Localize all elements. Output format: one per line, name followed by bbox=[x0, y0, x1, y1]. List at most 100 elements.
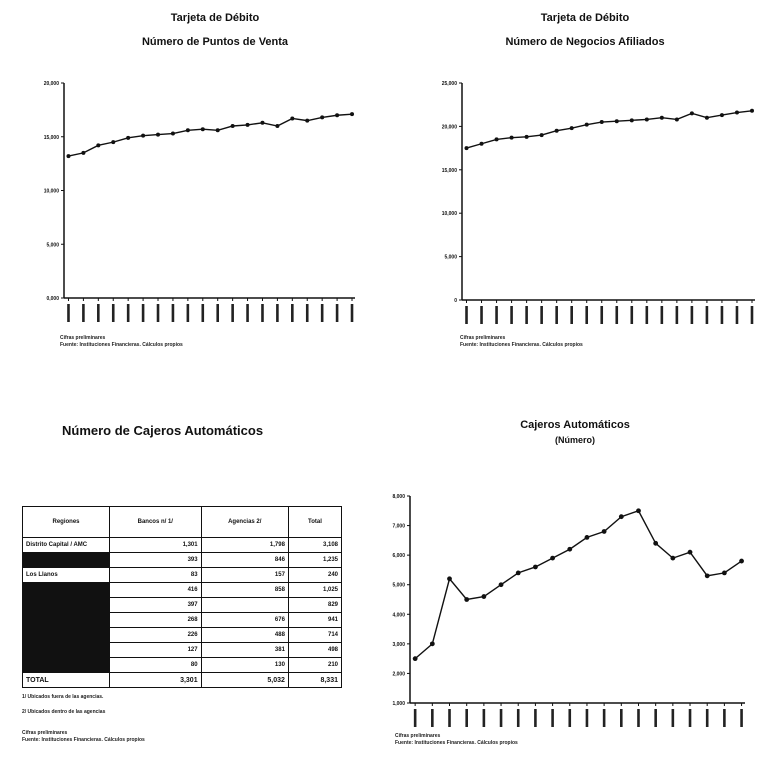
data-point bbox=[335, 113, 340, 118]
y-tick-label: 5,000 bbox=[392, 583, 405, 589]
data-point bbox=[599, 120, 604, 125]
x-tick-label-mark bbox=[246, 304, 249, 322]
data-point bbox=[550, 555, 555, 561]
table-cell-value: 676 bbox=[200, 612, 289, 628]
x-tick-label-mark bbox=[720, 306, 724, 324]
data-point bbox=[509, 135, 514, 140]
x-tick-label-mark bbox=[111, 304, 115, 322]
table-total-row: TOTAL 3,301 5,032 8,331 bbox=[22, 672, 343, 688]
table-row: Los Llanos 83 157 240 bbox=[22, 567, 343, 583]
data-point bbox=[481, 594, 487, 599]
data-point bbox=[533, 564, 538, 570]
x-tick-label-mark bbox=[465, 709, 468, 727]
y-tick-label: 5,000 bbox=[46, 242, 59, 248]
x-tick-label-mark bbox=[750, 306, 754, 324]
table-cell-value: 5,032 bbox=[200, 672, 289, 688]
chart-subtitle: Número de Puntos de Venta bbox=[141, 36, 289, 48]
x-tick-label-mark bbox=[413, 709, 417, 727]
table-cell-value: 1,301 bbox=[109, 537, 202, 553]
table-title: Número de Cajeros Automáticos bbox=[62, 423, 264, 438]
data-point bbox=[412, 656, 418, 662]
table-cell-value: 210 bbox=[287, 657, 343, 673]
x-tick-label-mark bbox=[585, 709, 589, 727]
data-point bbox=[245, 122, 250, 127]
chart-source: Fuente: Instituciones Financieras. Cálcu… bbox=[60, 342, 183, 348]
x-tick-label-mark bbox=[126, 304, 130, 322]
data-point bbox=[305, 118, 310, 123]
chart-cajeros-panel: Cajeros Automáticos (Número) 8,000 7,000 6… bbox=[390, 415, 760, 755]
chart-note: Cifras preliminares bbox=[60, 335, 106, 341]
x-tick-label-mark bbox=[620, 709, 623, 727]
data-point bbox=[539, 133, 544, 138]
x-tick-label-mark bbox=[495, 306, 498, 324]
x-tick-label-mark bbox=[671, 709, 675, 727]
data-point bbox=[734, 110, 739, 115]
data-point bbox=[320, 115, 325, 120]
table-row: 226 488 714 bbox=[22, 627, 343, 643]
data-point bbox=[156, 132, 161, 137]
data-point bbox=[719, 113, 724, 118]
line-chart-negocios: 25,000 20,000 15,000 10,000 5,000 0 bbox=[442, 81, 755, 324]
table-footnote: 1/ Ubicados fuera de las agencias. bbox=[22, 694, 104, 700]
y-tick-label: 2,000 bbox=[392, 671, 405, 677]
data-point bbox=[644, 117, 649, 122]
y-tick-label: 8,000 bbox=[392, 494, 405, 500]
data-point bbox=[81, 150, 86, 155]
y-tick-label: 20,000 bbox=[442, 124, 458, 130]
data-point bbox=[704, 115, 709, 120]
table-cell-value: 488 bbox=[200, 627, 289, 643]
table-cell-value: 130 bbox=[200, 657, 289, 673]
y-tick-label: 0 bbox=[454, 298, 457, 304]
x-tick-label-mark bbox=[555, 306, 558, 324]
x-tick-label-mark bbox=[602, 709, 606, 727]
x-tick-label-mark bbox=[156, 304, 160, 322]
x-tick-label-mark bbox=[335, 304, 339, 322]
x-tick-label-mark bbox=[568, 709, 572, 727]
x-tick-label-mark bbox=[82, 304, 85, 322]
data-point bbox=[687, 549, 693, 555]
series-line bbox=[466, 110, 753, 149]
y-tick-label: 15,000 bbox=[44, 135, 60, 141]
data-point bbox=[447, 576, 452, 582]
table-cell-value: 80 bbox=[109, 657, 202, 673]
x-tick-label-mark bbox=[654, 709, 657, 727]
y-tick-label: 4,000 bbox=[392, 612, 405, 618]
cajeros-table: Regiones Bancos n/ 1/ Agencias 2/ Total … bbox=[22, 506, 343, 688]
x-tick-label-mark bbox=[499, 709, 503, 727]
data-point bbox=[704, 573, 710, 579]
x-tick-label-mark bbox=[705, 306, 709, 324]
table-cell-region bbox=[22, 612, 110, 628]
y-tick-label: 5,000 bbox=[444, 255, 457, 261]
data-point bbox=[601, 529, 607, 534]
column-header: Agencias 2/ bbox=[200, 506, 289, 538]
y-tick-label: 20,000 bbox=[44, 81, 60, 87]
data-point bbox=[111, 140, 116, 145]
y-tick-label: 25,000 bbox=[442, 81, 458, 87]
data-point bbox=[464, 597, 470, 602]
x-tick-label-mark bbox=[735, 306, 739, 324]
table-header-row: Regiones Bancos n/ 1/ Agencias 2/ Total bbox=[22, 506, 343, 538]
table-row: Distrito Capital / AMC 1,301 1,798 3,108 bbox=[22, 537, 343, 553]
x-tick-label-mark bbox=[261, 304, 264, 322]
data-point bbox=[290, 116, 295, 121]
x-tick-label-mark bbox=[320, 304, 324, 322]
column-header: Total bbox=[287, 506, 343, 538]
x-tick-label-mark bbox=[534, 709, 537, 727]
data-point bbox=[215, 128, 220, 133]
x-tick-label-mark bbox=[482, 709, 486, 727]
chart-title: Tarjeta de Débito bbox=[170, 12, 260, 24]
data-point bbox=[659, 115, 664, 120]
table-row: 268 676 941 bbox=[22, 612, 343, 628]
chart-source: Fuente: Instituciones Financieras. Cálcu… bbox=[395, 740, 518, 746]
data-point bbox=[126, 135, 131, 140]
table-cell-region: Distrito Capital / AMC bbox=[22, 537, 110, 553]
x-tick-label-mark bbox=[690, 306, 694, 324]
chart-source: Fuente: Instituciones Financieras. Cálcu… bbox=[460, 342, 583, 348]
x-tick-label-mark bbox=[637, 709, 640, 727]
y-tick-label: 3,000 bbox=[392, 642, 405, 648]
chart-subtitle: Número de Negocios Afiliados bbox=[505, 36, 665, 48]
x-tick-label-mark bbox=[276, 304, 279, 322]
x-tick-label-mark bbox=[480, 306, 483, 324]
x-tick-label-mark bbox=[630, 306, 634, 324]
table-cell-value: 381 bbox=[200, 642, 289, 658]
